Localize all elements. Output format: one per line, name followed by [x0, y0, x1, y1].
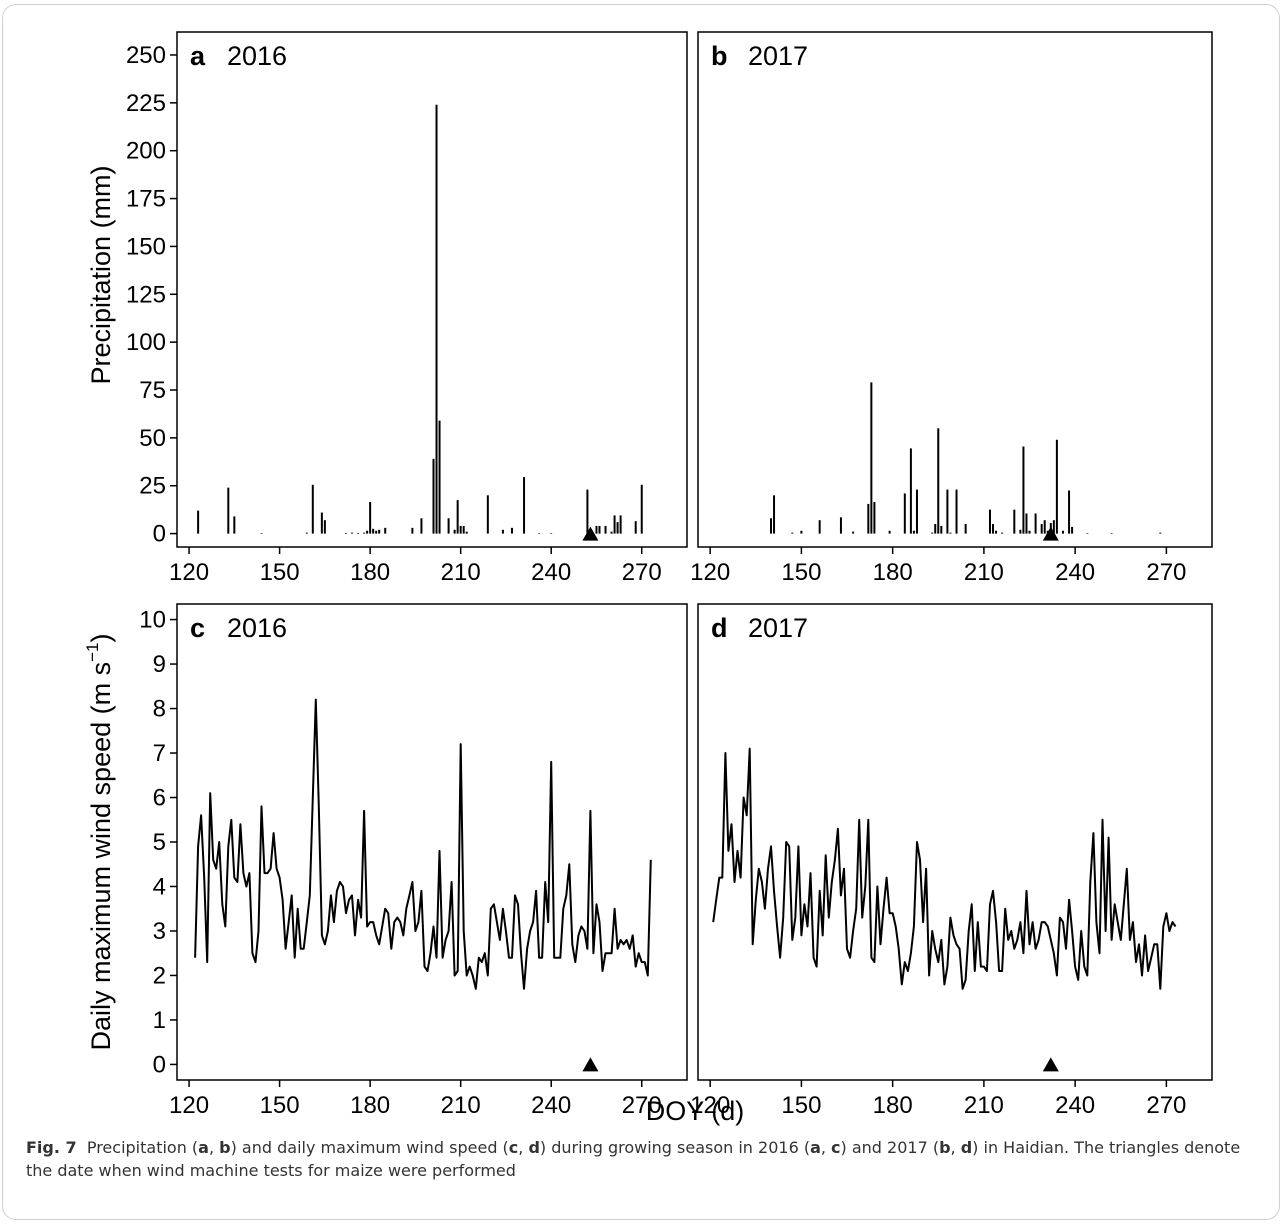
caption-part: ) in Haidian. The triangles denote the d… [26, 1138, 1241, 1180]
y-tick-label: 0 [153, 1051, 166, 1078]
caption-ref: d [528, 1138, 540, 1157]
caption-ref: c [508, 1138, 519, 1157]
x-tick-label: 270 [1146, 1092, 1186, 1119]
x-tick-label: 270 [1146, 559, 1186, 586]
x-tick-label: 240 [1055, 559, 1095, 586]
caption-fig-label: Fig. 7 [26, 1138, 77, 1157]
caption-part: ) and daily maximum wind speed ( [230, 1138, 509, 1157]
caption-ref: a [810, 1138, 821, 1157]
panel-letter: c [190, 613, 205, 643]
y-tick-label: 175 [126, 186, 166, 213]
x-tick-label: 240 [531, 559, 571, 586]
caption-part: Precipitation ( [86, 1138, 199, 1157]
panel-year: 2016 [227, 613, 287, 643]
x-tick-label: 270 [622, 559, 662, 586]
caption-ref: a [198, 1138, 209, 1157]
caption-ref: d [960, 1138, 973, 1157]
panel-year: 2017 [748, 613, 808, 643]
panel-border [176, 603, 688, 1081]
test-date-triangle [1042, 526, 1059, 541]
wind-speed-line [194, 698, 652, 990]
panel-border [176, 31, 688, 548]
y-tick-label: 125 [126, 281, 166, 308]
x-tick-label: 120 [690, 1092, 730, 1119]
caption-ref: b [219, 1138, 231, 1157]
panel-letter: d [711, 613, 728, 643]
caption-part: , [950, 1138, 961, 1157]
panel-b: 120 150 180 210 240 270 b 2017 [690, 31, 1213, 586]
y-axis-label-precipitation: Precipitation (mm) [86, 165, 116, 384]
x-tick-label: 150 [260, 559, 300, 586]
caption-ref: b [939, 1138, 951, 1157]
y-tick-label: 150 [126, 233, 166, 260]
test-date-triangle [582, 1057, 599, 1072]
panel-letter: a [190, 41, 206, 71]
caption-part: ) and 2017 ( [840, 1138, 940, 1157]
caption-part: , [208, 1138, 220, 1157]
ylabel-end: ) [86, 634, 116, 643]
y-tick-label: 8 [153, 696, 166, 723]
panel-border [697, 603, 1213, 1081]
panel-border [697, 31, 1213, 548]
ylabel-main: Daily maximum wind speed (m s [86, 662, 116, 1051]
x-tick-label: 180 [873, 559, 913, 586]
test-date-triangle [582, 526, 599, 541]
y-tick-label: 6 [153, 785, 166, 812]
x-tick-label: 210 [964, 1092, 1004, 1119]
y-tick-label: 225 [126, 90, 166, 117]
y-axis-label-wind-speed: Daily maximum wind speed (m s−1) [83, 634, 116, 1051]
caption-part: , [518, 1138, 529, 1157]
y-tick-label: 50 [139, 425, 166, 452]
y-tick-label: 25 [139, 473, 166, 500]
x-axis-label-doy: DOY (d) [646, 1096, 745, 1126]
figure-frame [2, 4, 1280, 1220]
x-tick-label: 150 [781, 1092, 821, 1119]
panel-year: 2016 [227, 41, 287, 71]
y-tick-label: 9 [153, 651, 166, 678]
y-tick-label: 100 [126, 329, 166, 356]
panel-c: 120 150 180 210 240 270 0 1 2 3 4 5 6 7 8 9 10 c 2016 [139, 603, 688, 1119]
x-tick-label: 120 [690, 559, 730, 586]
x-tick-label: 180 [873, 1092, 913, 1119]
caption-ref: c [831, 1138, 841, 1157]
y-tick-label: 200 [126, 138, 166, 165]
figure-caption: Fig. 7 Precipitation (a, b) and daily ma… [26, 1136, 1256, 1182]
x-tick-label: 240 [531, 1092, 571, 1119]
x-tick-label: 150 [260, 1092, 300, 1119]
panel-a: 120 150 180 210 240 270 0 25 50 75 100 125 150 175 200… [126, 31, 688, 586]
y-tick-label: 2 [153, 962, 166, 989]
caption-part: , [820, 1138, 832, 1157]
y-tick-label: 0 [153, 521, 166, 548]
x-tick-label: 210 [441, 559, 481, 586]
wind-speed-line [712, 747, 1177, 990]
y-tick-label: 3 [153, 918, 166, 945]
x-tick-label: 120 [169, 1092, 209, 1119]
test-date-triangle [1042, 1057, 1059, 1072]
x-tick-label: 180 [350, 1092, 390, 1119]
x-tick-label: 150 [781, 559, 821, 586]
x-tick-label: 120 [169, 559, 209, 586]
x-tick-label: 210 [964, 559, 1004, 586]
panel-d: 120 150 180 210 240 270 d 2017 [690, 603, 1213, 1119]
y-tick-label: 10 [139, 607, 166, 634]
ylabel-sup: −1 [83, 643, 102, 662]
caption-part: ) during growing season in 2016 ( [539, 1138, 811, 1157]
x-tick-label: 210 [441, 1092, 481, 1119]
x-tick-label: 180 [350, 559, 390, 586]
y-tick-label: 75 [139, 377, 166, 404]
y-tick-label: 4 [153, 873, 166, 900]
figure-svg: 120 150 180 210 240 2700255075100125150175200… [83, 31, 1213, 1126]
y-tick-label: 1 [153, 1007, 166, 1034]
y-tick-label: 5 [153, 829, 166, 856]
y-tick-label: 7 [153, 740, 166, 767]
panel-letter: b [711, 41, 728, 71]
panel-year: 2017 [748, 41, 808, 71]
y-tick-label: 250 [126, 42, 166, 69]
x-tick-label: 270 [622, 1092, 662, 1119]
x-tick-label: 240 [1055, 1092, 1095, 1119]
